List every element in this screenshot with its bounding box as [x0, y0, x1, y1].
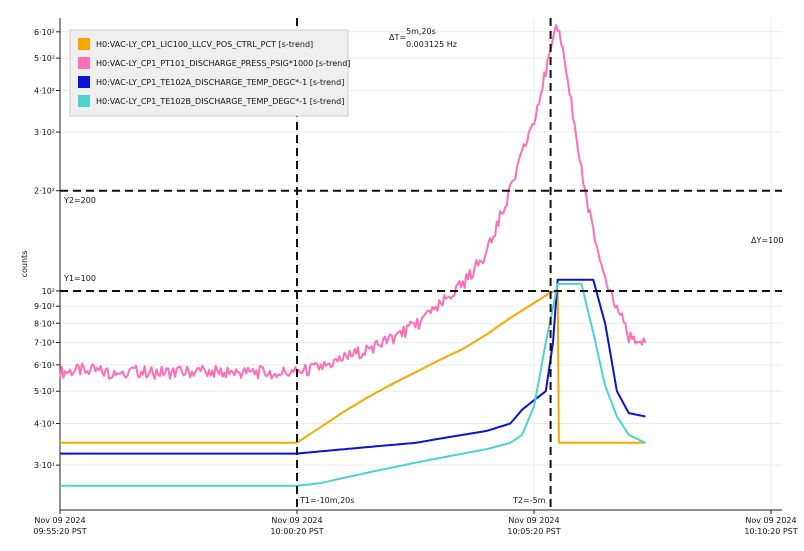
legend-entry[interactable]: H0:VAC-LY_CP1_LIC100_LLCV_POS_CTRL_PCT [… — [96, 40, 313, 49]
t1-label: T1=-10m,20s — [299, 496, 354, 505]
y-tick-label: 8·10¹ — [34, 319, 55, 328]
legend[interactable]: H0:VAC-LY_CP1_LIC100_LLCV_POS_CTRL_PCT [… — [69, 29, 350, 117]
y-axis-label: counts — [20, 251, 29, 278]
y-tick-label: 6·10¹ — [34, 361, 55, 370]
y-ticks: 3·10¹ 4·10¹ 5·10¹ 6·10¹ 7·10¹ 8·10¹ 9·10¹ 10² 2·… — [34, 28, 60, 470]
legend-swatch — [78, 57, 90, 69]
x-tick-date: Nov 09 2024 — [34, 516, 85, 525]
y2-label: Y2=200 — [63, 196, 96, 205]
x-tick-time: 10:00:20 PST — [270, 527, 323, 536]
x-ticks: Nov 09 2024 09:55:20 PST Nov 09 2024 10:00:… — [33, 510, 798, 536]
y-tick-label: 10² — [42, 287, 55, 296]
delta-t-prefix: ΔT= — [389, 33, 406, 42]
delta-t-value: 5m,20s — [406, 27, 436, 36]
x-tick-time: 10:10:20 PST — [744, 527, 797, 536]
y-tick-label: 4·10² — [34, 86, 55, 95]
legend-swatch — [78, 95, 90, 107]
y-tick-label: 2·10² — [34, 187, 55, 196]
t2-label: T2=-5m — [512, 496, 546, 505]
legend-entry[interactable]: H0:VAC-LY_CP1_TE102B_DISCHARGE_TEMP_DEGC… — [96, 97, 344, 106]
legend-entry[interactable]: H0:VAC-LY_CP1_TE102A_DISCHARGE_TEMP_DEGC… — [96, 78, 344, 87]
x-tick-time: 10:05:20 PST — [507, 527, 560, 536]
y-tick-label: 3·10² — [34, 128, 55, 137]
y-tick-label: 5·10¹ — [34, 387, 55, 396]
legend-swatch — [78, 38, 90, 50]
y-tick-label: 3·10¹ — [34, 461, 55, 470]
delta-y-label: ΔY=100 — [751, 236, 783, 245]
y-tick-label: 7·10¹ — [34, 339, 55, 348]
y-tick-label: 5·10² — [34, 54, 55, 63]
x-tick-date: Nov 09 2024 — [271, 516, 322, 525]
series-pt101-discharge-press — [59, 24, 647, 380]
y1-label: Y1=100 — [63, 274, 96, 283]
y-tick-label: 9·10¹ — [34, 302, 55, 311]
delta-t-freq: 0.003125 Hz — [406, 40, 457, 49]
x-tick-time: 09:55:20 PST — [33, 527, 86, 536]
x-tick-date: Nov 09 2024 — [508, 516, 559, 525]
legend-box — [69, 29, 349, 117]
series-te102b-discharge-temp — [60, 282, 646, 487]
legend-entry[interactable]: H0:VAC-LY_CP1_PT101_DISCHARGE_PRESS_PSIG… — [96, 59, 350, 68]
x-tick-date: Nov 09 2024 — [745, 516, 796, 525]
y-tick-label: 6·10² — [34, 28, 55, 37]
legend-swatch — [78, 76, 90, 88]
y-tick-label: 4·10¹ — [34, 420, 55, 429]
